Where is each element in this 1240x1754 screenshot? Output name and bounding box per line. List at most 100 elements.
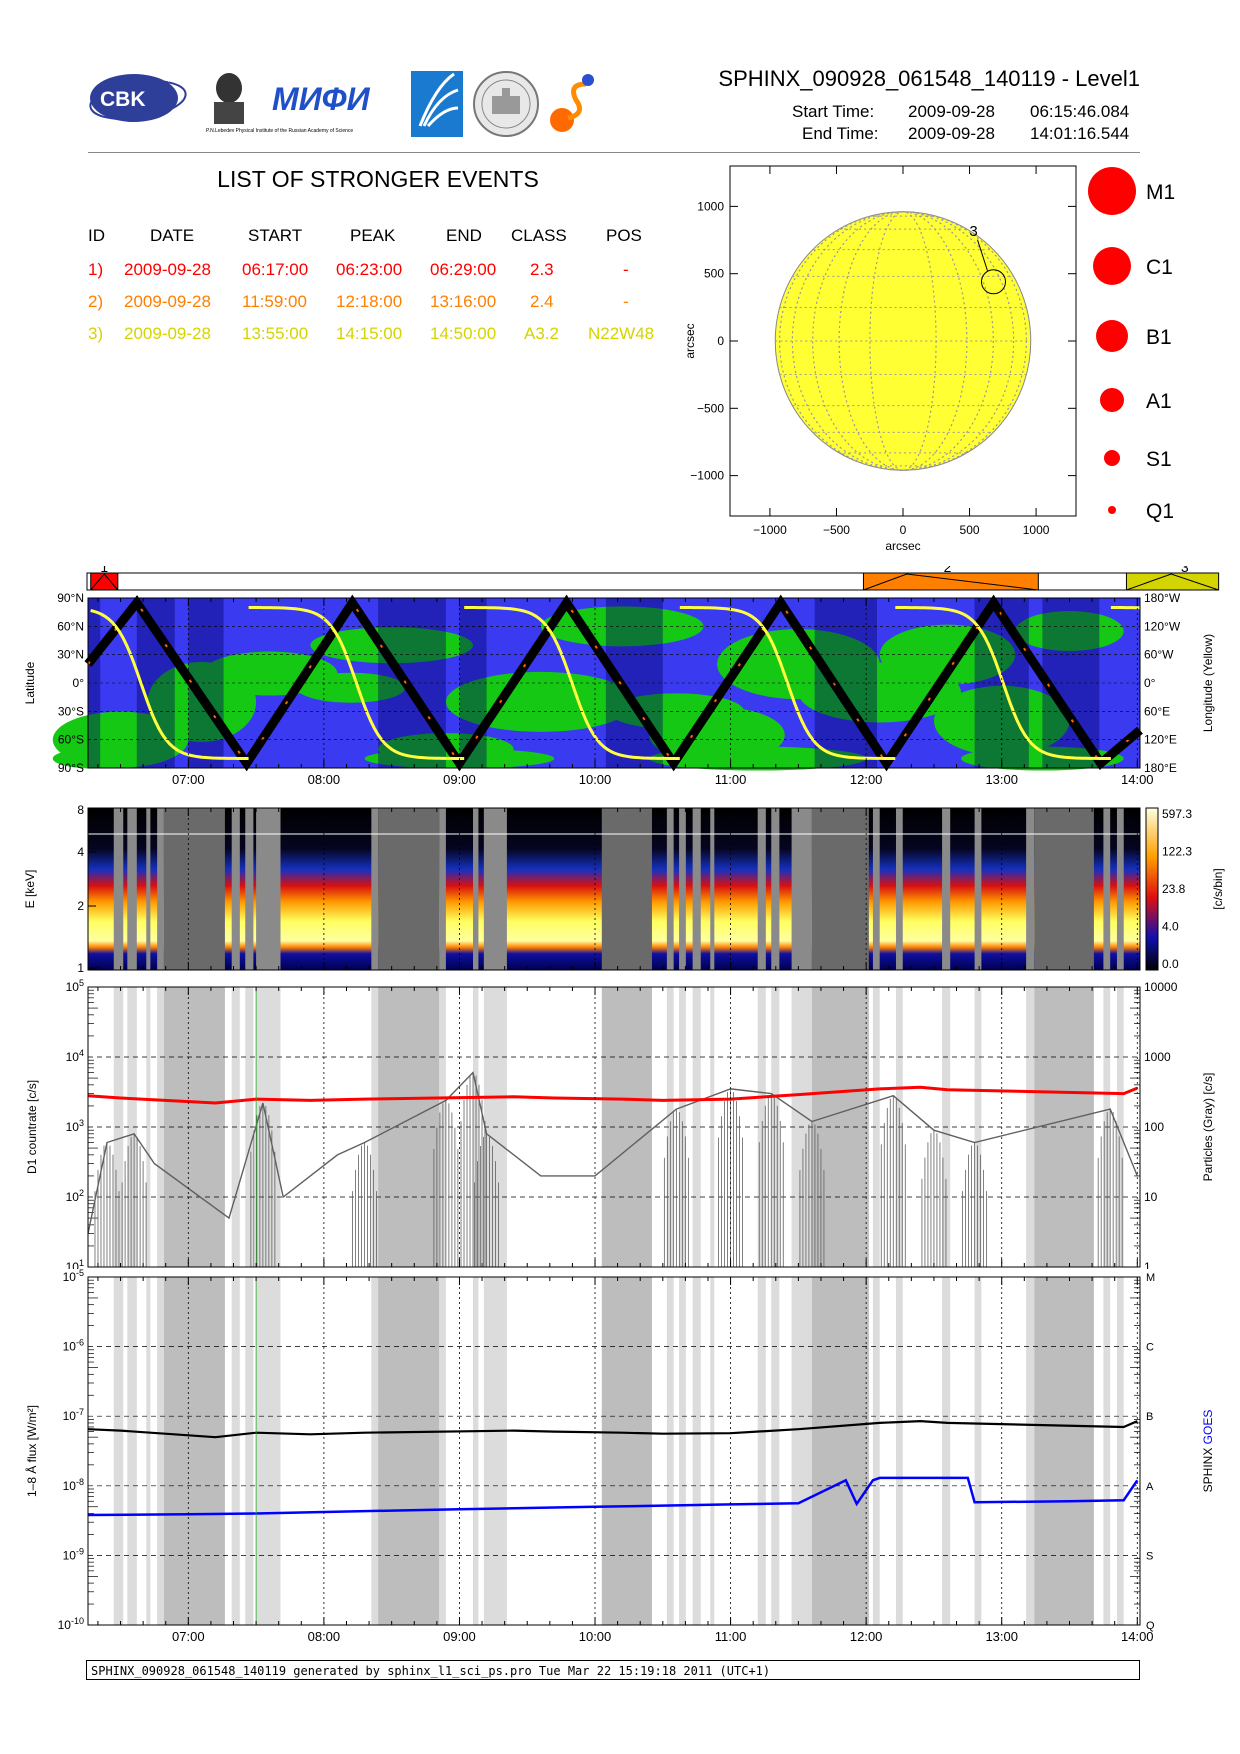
energy-tick-label: 2 [77, 899, 84, 913]
gap-band-dark [811, 1277, 869, 1625]
time-tick-label: 11:00 [715, 1629, 747, 1644]
end-date: 2009-09-28 [908, 124, 995, 143]
gap-band-light [1026, 987, 1035, 1267]
col-end: END [446, 226, 482, 245]
space-agency-logo [411, 71, 463, 137]
start-time-line: Start Time: 2009-09-28 06:15:46.084 [760, 102, 1140, 124]
spectrogram-gap [666, 808, 674, 970]
class-label-c1: C1 [1146, 256, 1173, 279]
gap-band-light [439, 1277, 446, 1625]
lat-tick-label: 60°S [58, 733, 84, 747]
spectrogram-gap [371, 808, 379, 970]
event-list-title: LIST OF STRONGER EVENTS [217, 166, 539, 192]
spectrogram-gap [1116, 808, 1124, 970]
end-time-line: End Time: 2009-09-28 14:01:16.544 [760, 124, 1140, 146]
flux-panel: 10-5 M 10-6 C 10-7 B 10-8 A 10-9 S 10-10 Q 07:00 08:0… [0, 1268, 1240, 1659]
spectrogram-y-label: E [keV] [23, 870, 37, 909]
spectrogram-frame [87, 807, 1141, 971]
gap-band-light [1026, 1277, 1035, 1625]
spectrogram-gap [245, 808, 254, 970]
event-class: A3.2 [524, 324, 559, 343]
colorbar-tick-label: 4.0 [1162, 920, 1179, 934]
gap-band-light [157, 1277, 164, 1625]
class-label-q1: Q1 [1146, 500, 1174, 523]
landmass-region [649, 746, 867, 771]
event-date: 2009-09-28 [124, 324, 211, 343]
sun-y-tick-label: 1000 [697, 199, 724, 213]
event-shape-3 [1126, 573, 1219, 591]
sun-event-marker-label: 3 [969, 223, 977, 240]
spectrogram-gap [378, 808, 440, 970]
time-tick-label: 07:00 [172, 772, 205, 787]
event-strip-label: 1 [100, 566, 108, 575]
event-pos: N22W48 [588, 324, 655, 343]
end-clock: 14:01:16.544 [1030, 124, 1130, 143]
spectrogram-gap [601, 808, 652, 970]
event-end: 13:16:00 [430, 292, 497, 311]
end-time-label: End Time: [802, 124, 879, 143]
sun-y-tick-label: 0 [717, 334, 724, 348]
event-id: 3) [88, 324, 104, 343]
gap-band-light [757, 1277, 766, 1625]
event-date: 2009-09-28 [124, 260, 211, 279]
landmass-region [52, 748, 135, 769]
event-strip-label: 2 [944, 566, 952, 575]
class-marker-m1 [1088, 167, 1136, 215]
generation-footer: SPHINX_090928_061548_140119 generated by… [86, 1660, 1140, 1680]
time-tick-label: 09:00 [443, 1629, 476, 1644]
spectrogram-gap [146, 808, 151, 970]
dataset-title: SPHINX_090928_061548_140119 - Level1 [718, 66, 1140, 91]
gap-band-light [710, 1277, 715, 1625]
colorbar-tick-label: 597.3 [1162, 807, 1192, 821]
spectrogram-gap [811, 808, 869, 970]
sun-event-pointer [977, 239, 988, 271]
gap-band-light [771, 1277, 780, 1625]
gap-band-dark [1034, 1277, 1094, 1625]
col-id: ID [88, 226, 105, 245]
sun-y-tick-label: −500 [697, 401, 724, 415]
sun-y-tick-label: 500 [704, 267, 724, 281]
spectrogram-gap [974, 808, 982, 970]
goes-class-label: B [1146, 1411, 1153, 1423]
spectrogram-gap [710, 808, 715, 970]
lat-tick-label: 90°N [57, 592, 84, 605]
goes-class-label: Q [1146, 1620, 1155, 1632]
event-start: 06:17:00 [242, 260, 309, 279]
event-span-2 [862, 572, 1039, 591]
event-peak: 06:23:00 [336, 260, 403, 279]
lon-tick-label: 0° [1144, 676, 1156, 690]
col-class: CLASS [511, 226, 567, 245]
spectrogram-gap [127, 808, 137, 970]
landmass-region [296, 672, 406, 703]
gap-band-light [679, 1277, 686, 1625]
flux-frame [87, 1276, 1141, 1626]
event-class: 2.4 [530, 292, 554, 311]
flux-tick-label: 10-6 [63, 1338, 84, 1354]
event-id: 1) [88, 260, 104, 279]
sphinx-flux-series [87, 1419, 1138, 1439]
institution-logos: CBK PAN P.N.Lebedev Physical Institute o… [88, 68, 628, 148]
event-pos: - [623, 292, 629, 311]
gap-band-dark [378, 1277, 440, 1625]
svg-text:MИФИ: MИФИ [272, 81, 371, 117]
lon-tick-label: 120°W [1144, 619, 1181, 633]
col-start: START [248, 226, 303, 245]
goes-class-label: S [1146, 1550, 1153, 1562]
countrate-y-label: D1 countrate [c/s] [25, 1080, 39, 1174]
svg-text:PAN: PAN [168, 78, 180, 84]
spectrogram-gap [163, 808, 225, 970]
spectrogram-gap [791, 808, 812, 970]
countrate-frame [87, 986, 1141, 1268]
sun-y-tick-label: −1000 [690, 469, 724, 483]
lon-tick-label: 180°E [1144, 761, 1177, 775]
longitude-track [248, 606, 465, 760]
landmass-region [1015, 611, 1124, 652]
energy-tick-label: 4 [77, 845, 84, 859]
orbit-y2-label: Longitude (Yellow) [1201, 634, 1215, 732]
gap-band-light [692, 987, 701, 1267]
time-tick-label: 14:00 [1121, 1629, 1154, 1644]
event-id: 2) [88, 292, 104, 311]
time-tick-label: 10:00 [579, 772, 612, 787]
spectrogram-gap [483, 808, 507, 970]
event-strip-label: 3 [1181, 566, 1189, 575]
